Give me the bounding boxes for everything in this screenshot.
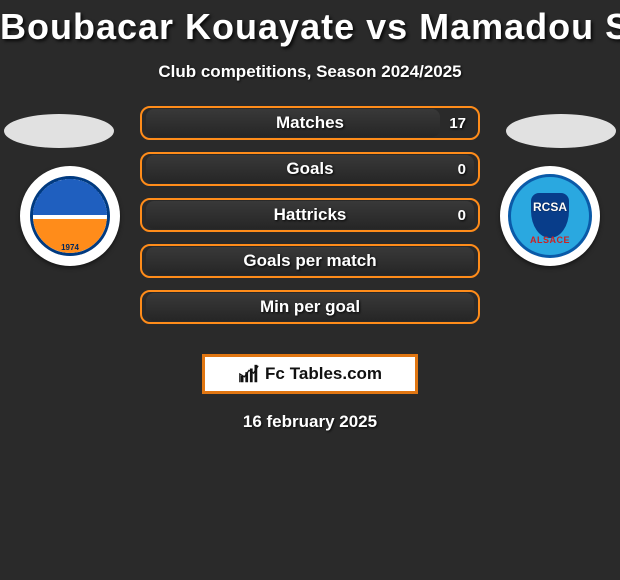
crest-top-stripe xyxy=(33,179,107,215)
bar-chart-icon xyxy=(238,363,260,385)
left-ellipse xyxy=(4,114,114,148)
stat-bar: Goals per match xyxy=(140,244,480,278)
comparison-stage: Matches 17 Goals 0 Hattricks 0 Goals per… xyxy=(0,106,620,336)
club-crest-right: RCSA ALSACE xyxy=(500,166,600,266)
crest-shield xyxy=(531,193,568,238)
stat-bars: Matches 17 Goals 0 Hattricks 0 Goals per… xyxy=(140,106,480,324)
crest-letters: RCSA xyxy=(511,200,589,214)
stat-label: Hattricks xyxy=(140,198,480,232)
stat-label: Min per goal xyxy=(140,290,480,324)
stat-bar: Min per goal xyxy=(140,290,480,324)
stat-value: 0 xyxy=(458,198,466,232)
stat-bar: Goals 0 xyxy=(140,152,480,186)
stat-bar: Hattricks 0 xyxy=(140,198,480,232)
stat-bar: Matches 17 xyxy=(140,106,480,140)
crest-year: 1974 xyxy=(20,243,120,252)
crest-bottom-word: ALSACE xyxy=(511,235,589,253)
brand-prefix: Fc xyxy=(265,364,285,384)
stat-label: Matches xyxy=(140,106,480,140)
stat-value: 17 xyxy=(449,106,466,140)
page-title: Boubacar Kouayate vs Mamadou Sarr xyxy=(0,0,620,48)
brand-suffix: Tables.com xyxy=(290,364,382,384)
right-ellipse xyxy=(506,114,616,148)
footer-date: 16 february 2025 xyxy=(0,412,620,432)
stat-label: Goals per match xyxy=(140,244,480,278)
stat-label: Goals xyxy=(140,152,480,186)
crest-inner: RCSA ALSACE xyxy=(508,174,592,258)
page-subtitle: Club competitions, Season 2024/2025 xyxy=(0,62,620,82)
club-crest-left: MONTPELLIER HERAULT SPORT CLUB 1974 xyxy=(20,166,120,266)
stat-value: 0 xyxy=(458,152,466,186)
footer-brand-badge: FcTables.com xyxy=(202,354,418,394)
